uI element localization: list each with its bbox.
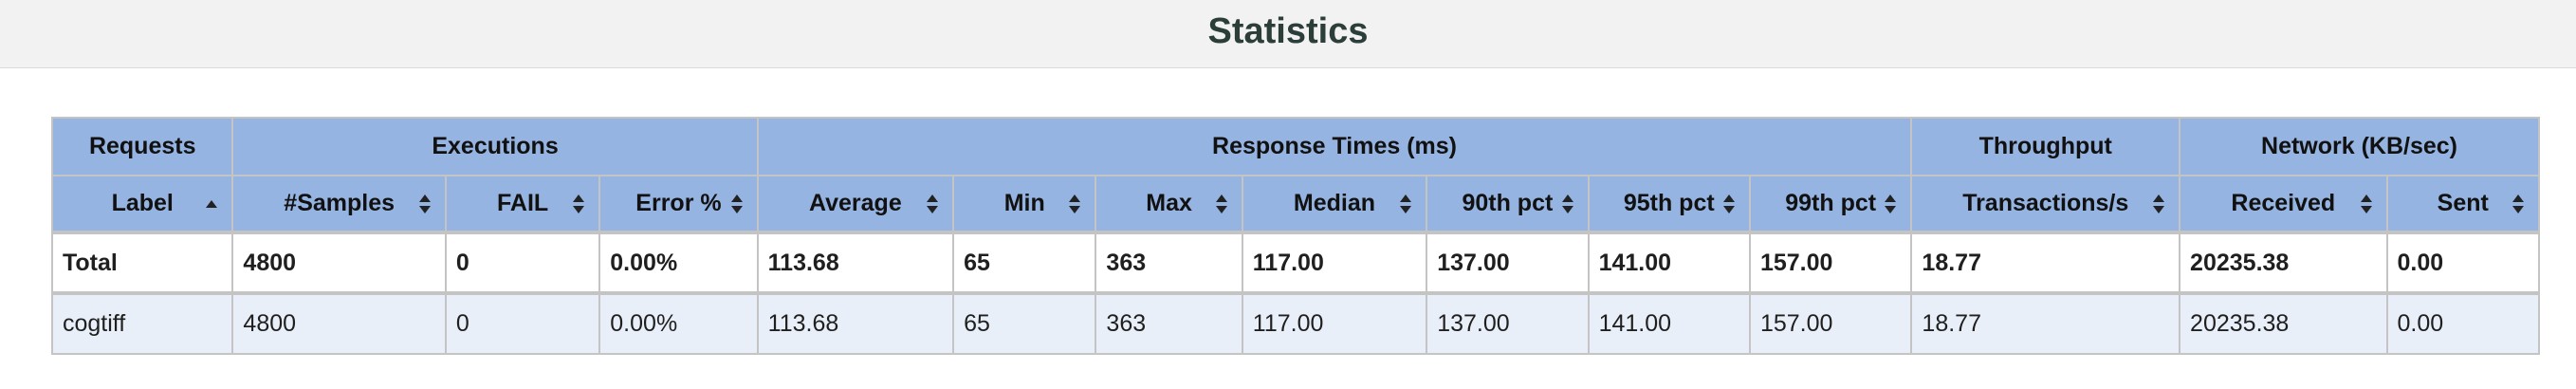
- column-header-median[interactable]: Median: [1241, 175, 1428, 234]
- column-header-max-text: Max: [1146, 190, 1192, 216]
- column-header-fail-text: FAIL: [497, 190, 549, 216]
- page-title: Statistics: [1207, 11, 1369, 51]
- cell-min: 65: [952, 292, 1097, 355]
- group-network: Network (KB/sec): [2179, 117, 2540, 176]
- column-header-min[interactable]: Min: [952, 175, 1097, 234]
- cell-median: 117.00: [1241, 292, 1428, 355]
- sort-both-icon: [1722, 194, 1736, 214]
- column-header-fail[interactable]: FAIL: [444, 175, 601, 234]
- cell-samples: 4800: [231, 292, 447, 355]
- column-header-received[interactable]: Received: [2179, 175, 2388, 234]
- sort-both-icon: [1561, 194, 1574, 214]
- column-header-min-text: Min: [1003, 190, 1045, 216]
- group-throughput: Throughput: [1910, 117, 2181, 176]
- column-header-median-text: Median: [1293, 190, 1376, 216]
- cell-p99: 157.00: [1748, 292, 1913, 355]
- column-header-p99-text: 99th pct: [1785, 190, 1877, 216]
- column-header-error-pct[interactable]: Error %: [598, 175, 759, 234]
- cell-p95: 141.00: [1587, 232, 1751, 295]
- cell-transactions: 18.77: [1910, 292, 2181, 355]
- cell-label: Total: [50, 232, 234, 295]
- table-row: cogtiff 4800 0 0.00% 113.68 65 363 117.0…: [50, 292, 2541, 355]
- cell-p99: 157.00: [1748, 232, 1913, 295]
- title-bar: [0, 0, 2576, 68]
- cell-fail: 0: [444, 232, 601, 295]
- sort-both-icon: [1884, 194, 1897, 214]
- cell-max: 363: [1095, 232, 1243, 295]
- column-header-transactions[interactable]: Transactions/s: [1910, 175, 2181, 234]
- sort-both-icon: [572, 194, 585, 214]
- column-header-transactions-text: Transactions/s: [1962, 190, 2129, 216]
- group-executions: Executions: [231, 117, 759, 176]
- cell-median: 117.00: [1241, 232, 1428, 295]
- sort-both-icon: [2152, 194, 2165, 214]
- sort-both-icon: [730, 194, 744, 214]
- column-header-p99[interactable]: 99th pct: [1748, 175, 1913, 234]
- column-header-received-text: Received: [2231, 190, 2336, 216]
- column-header-error-pct-text: Error %: [635, 190, 722, 216]
- sort-both-icon: [926, 194, 939, 214]
- column-header-p95-text: 95th pct: [1623, 190, 1715, 216]
- cell-average: 113.68: [756, 292, 955, 355]
- cell-max: 363: [1095, 292, 1243, 355]
- sort-both-icon: [1068, 194, 1081, 214]
- cell-label: cogtiff: [50, 292, 234, 355]
- column-header-samples[interactable]: #Samples: [231, 175, 447, 234]
- sort-both-icon: [2512, 194, 2525, 214]
- cell-error-pct: 0.00%: [598, 232, 759, 295]
- total-row: Total 4800 0 0.00% 113.68 65 363 117.00 …: [50, 232, 2541, 295]
- column-header-samples-text: #Samples: [284, 190, 396, 216]
- cell-p90: 137.00: [1426, 292, 1590, 355]
- cell-fail: 0: [444, 292, 601, 355]
- column-header-average[interactable]: Average: [756, 175, 955, 234]
- column-header-p95[interactable]: 95th pct: [1587, 175, 1751, 234]
- cell-sent: 0.00: [2385, 292, 2541, 355]
- cell-average: 113.68: [756, 232, 955, 295]
- group-response-times: Response Times (ms): [756, 117, 1913, 176]
- column-header-sent[interactable]: Sent: [2385, 175, 2541, 234]
- cell-samples: 4800: [231, 232, 447, 295]
- column-header-p90-text: 90th pct: [1462, 190, 1554, 216]
- cell-p90: 137.00: [1426, 232, 1590, 295]
- cell-error-pct: 0.00%: [598, 292, 759, 355]
- column-header-label[interactable]: Label: [50, 175, 234, 234]
- statistics-table-container: Requests Executions Response Times (ms) …: [50, 117, 2541, 355]
- cell-received: 20235.38: [2179, 292, 2388, 355]
- group-header-row: Requests Executions Response Times (ms) …: [50, 117, 2540, 176]
- column-header-label-text: Label: [111, 190, 174, 216]
- column-header-row: Label #Samples FAIL: [50, 175, 2541, 234]
- sort-both-icon: [2360, 194, 2373, 214]
- sort-both-icon: [1215, 194, 1228, 214]
- sort-ascending-icon: [205, 194, 218, 214]
- group-requests: Requests: [50, 117, 234, 176]
- cell-min: 65: [952, 232, 1097, 295]
- sort-both-icon: [418, 194, 432, 214]
- sort-both-icon: [1399, 194, 1412, 214]
- cell-received: 20235.38: [2179, 232, 2388, 295]
- column-header-p90[interactable]: 90th pct: [1426, 175, 1590, 234]
- cell-p95: 141.00: [1587, 292, 1751, 355]
- column-header-sent-text: Sent: [2437, 190, 2489, 216]
- column-header-max[interactable]: Max: [1095, 175, 1243, 234]
- statistics-table: Requests Executions Response Times (ms) …: [50, 117, 2541, 355]
- column-header-average-text: Average: [808, 190, 902, 216]
- cell-sent: 0.00: [2385, 232, 2541, 295]
- cell-transactions: 18.77: [1910, 232, 2181, 295]
